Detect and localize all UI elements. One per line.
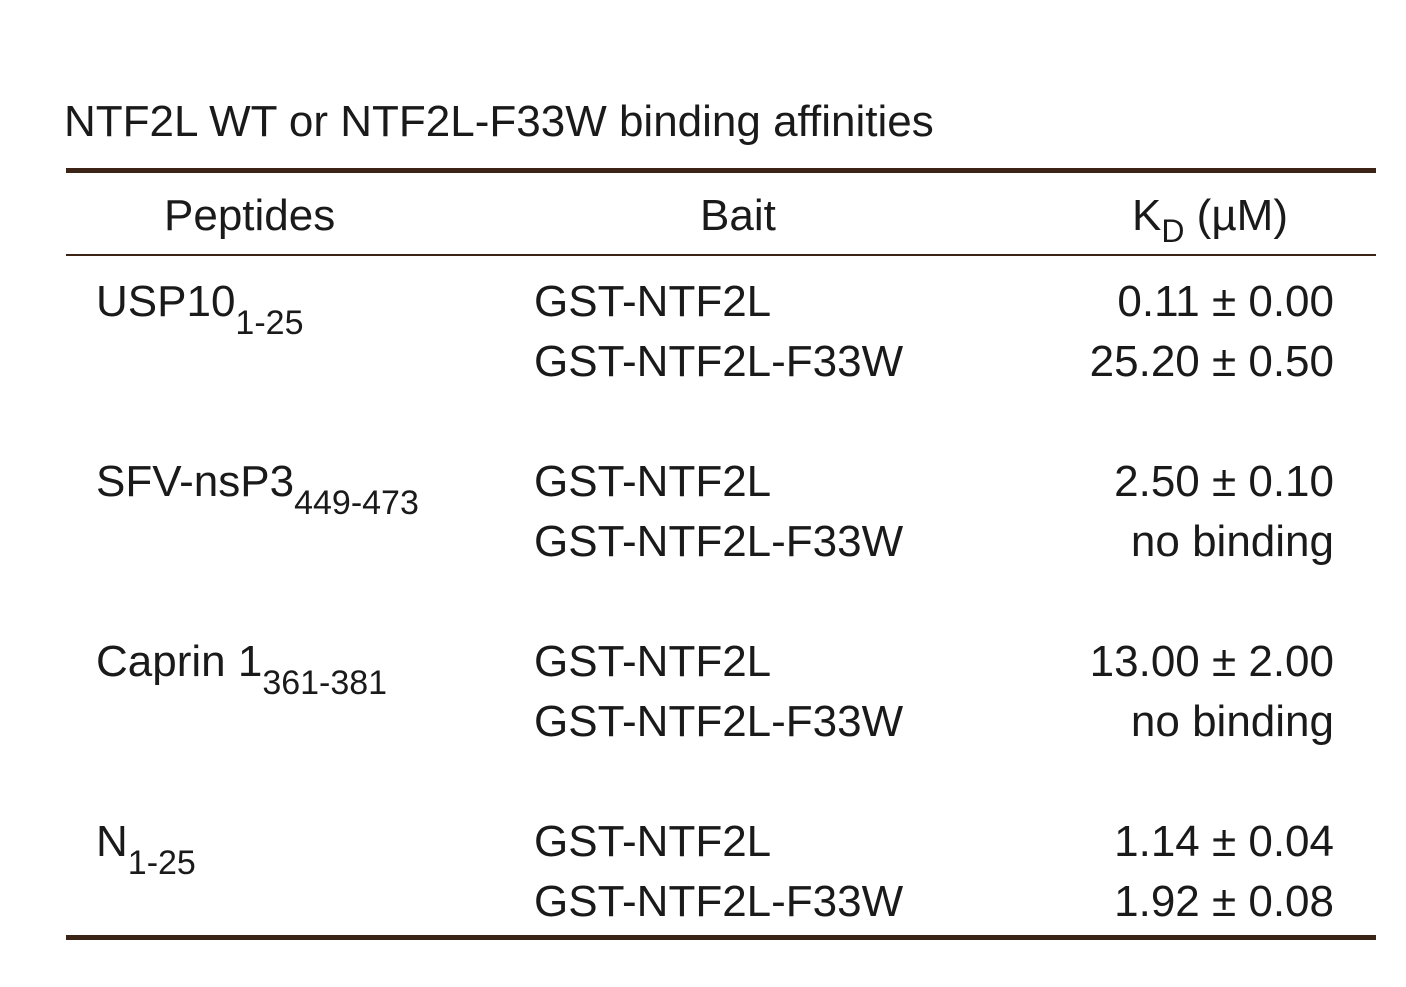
bait-cell: GST-NTF2L-F33W: [534, 517, 904, 566]
bait-cell: GST-NTF2L-F33W: [534, 697, 904, 746]
kd-cell: 25.20 ± 0.50: [1089, 337, 1334, 386]
bait-cell: GST-NTF2L: [534, 637, 772, 686]
kd-cell: no binding: [1130, 697, 1334, 746]
peptide-name: Caprin 1: [96, 637, 263, 686]
header-peptides: Peptides: [164, 191, 336, 240]
header-bait: Bait: [700, 191, 776, 240]
peptide-cell: Caprin 1361-381: [96, 636, 387, 700]
peptide-cell: SFV-nsP3449-473: [96, 456, 419, 520]
top-rule: [66, 168, 1376, 173]
header-rule: [66, 254, 1376, 256]
table-row-group: SFV-nsP3449-473 GST-NTF2L 2.50 ± 0.10 GS…: [0, 456, 1406, 576]
header-kd-main: K: [1131, 191, 1162, 240]
kd-cell: 0.11 ± 0.00: [1117, 277, 1334, 326]
bait-cell: GST-NTF2L: [534, 817, 772, 866]
header-kd-subscript: D: [1161, 213, 1185, 249]
peptide-range: 361-381: [262, 664, 388, 702]
table-title: NTF2L WT or NTF2L-F33W binding affinitie…: [64, 97, 934, 146]
peptide-name: N: [96, 817, 128, 866]
peptide-cell: USP101-25: [96, 276, 303, 340]
bait-cell: GST-NTF2L-F33W: [534, 337, 904, 386]
table-row-group: USP101-25 GST-NTF2L 0.11 ± 0.00 GST-NTF2…: [0, 276, 1406, 396]
kd-cell: 2.50 ± 0.10: [1114, 457, 1334, 506]
bottom-rule: [66, 935, 1376, 940]
peptide-range: 1-25: [235, 304, 304, 342]
peptide-name: SFV-nsP3: [96, 457, 295, 506]
bait-cell: GST-NTF2L: [534, 457, 772, 506]
kd-cell: 1.92 ± 0.08: [1114, 877, 1334, 926]
kd-cell: 13.00 ± 2.00: [1089, 637, 1334, 686]
peptide-range: 449-473: [294, 484, 419, 522]
bait-cell: GST-NTF2L-F33W: [534, 877, 904, 926]
header-kd-unit: (µM): [1184, 191, 1288, 240]
table-row-group: N1-25 GST-NTF2L 1.14 ± 0.04 GST-NTF2L-F3…: [0, 816, 1406, 936]
peptide-range: 1-25: [127, 844, 196, 882]
peptide-cell: N1-25: [96, 816, 196, 880]
kd-cell: 1.14 ± 0.04: [1114, 817, 1334, 866]
table-row-group: Caprin 1361-381 GST-NTF2L 13.00 ± 2.00 G…: [0, 636, 1406, 756]
kd-cell: no binding: [1130, 517, 1334, 566]
bait-cell: GST-NTF2L: [534, 277, 772, 326]
header-kd: KD (µM): [1131, 190, 1288, 247]
peptide-name: USP10: [96, 277, 236, 326]
